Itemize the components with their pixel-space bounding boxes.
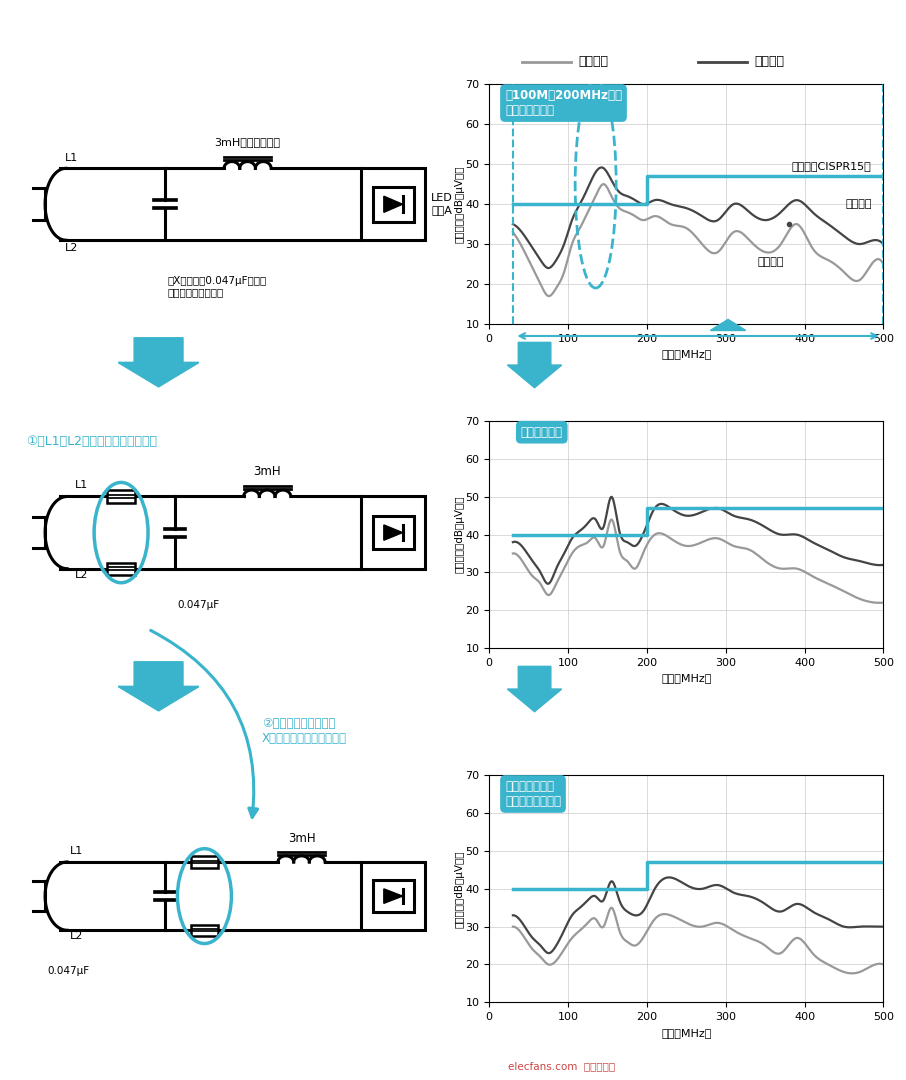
- Polygon shape: [384, 889, 402, 903]
- Text: L1: L1: [64, 152, 78, 163]
- X-axis label: 频率（MHz）: 频率（MHz）: [661, 673, 711, 684]
- Bar: [361, 497, 425, 569]
- Text: 在30M～500MHz
频带产生辐射噪声: 在30M～500MHz 频带产生辐射噪声: [729, 348, 824, 375]
- Polygon shape: [710, 320, 746, 330]
- Bar: [107, 563, 135, 575]
- Text: 在100M～200MHz频带
大幅超过规定值: 在100M～200MHz频带 大幅超过规定值: [505, 89, 622, 117]
- Text: L2: L2: [64, 243, 78, 253]
- Bar: [190, 924, 218, 936]
- Text: L1: L1: [75, 480, 89, 489]
- Text: 3mH: 3mH: [288, 832, 315, 845]
- Text: 将X电容器（0.047μF）配置
在差模扼流圈的外侧: 将X电容器（0.047μF）配置 在差模扼流圈的外侧: [168, 275, 267, 297]
- Text: 一次电源侧（整流前）的等效电路: 一次电源侧（整流前）的等效电路: [151, 16, 288, 31]
- FancyArrow shape: [507, 666, 562, 712]
- Text: L2: L2: [75, 569, 89, 580]
- Text: 0.047μF: 0.047μF: [47, 967, 90, 976]
- Text: 0.047μF: 0.047μF: [178, 600, 219, 610]
- Text: 对策2: 对策2: [28, 838, 56, 853]
- Text: ②将铁氧体片式磁珠由
X电容器的外侧移动到内侧: ②将铁氧体片式磁珠由 X电容器的外侧移动到内侧: [262, 717, 347, 745]
- Text: 水平成分: 水平成分: [755, 55, 785, 68]
- Text: 垂直成分: 垂直成分: [757, 257, 784, 267]
- X-axis label: 频率（MHz）: 频率（MHz）: [661, 1027, 711, 1038]
- Text: 对策1: 对策1: [28, 441, 56, 456]
- FancyArrow shape: [507, 342, 562, 388]
- Bar: [372, 516, 414, 550]
- Text: ①在L1和L2中追加铁氧体片式磁珠: ①在L1和L2中追加铁氧体片式磁珠: [26, 435, 158, 448]
- FancyArrow shape: [118, 662, 199, 711]
- Text: 水平成分: 水平成分: [845, 199, 872, 210]
- Text: 对策前: 对策前: [28, 86, 54, 102]
- Text: 规定值（CISPR15）: 规定值（CISPR15）: [792, 161, 872, 171]
- FancyArrow shape: [118, 338, 199, 387]
- Y-axis label: 噪声水平（dB（μV））: 噪声水平（dB（μV））: [454, 496, 464, 573]
- Bar: [372, 187, 414, 222]
- Text: LED
灯泡A: LED 灯泡A: [431, 193, 453, 215]
- Text: L1: L1: [71, 846, 83, 855]
- Text: 垂直成分: 垂直成分: [578, 55, 608, 68]
- X-axis label: 频率（MHz）: 频率（MHz）: [661, 349, 711, 360]
- Polygon shape: [384, 525, 402, 540]
- Y-axis label: 噪声水平（dB（μV））: 噪声水平（dB（μV））: [454, 850, 464, 928]
- Text: 辐射噪声减小: 辐射噪声减小: [521, 426, 563, 438]
- Text: L2: L2: [71, 931, 83, 941]
- Text: 3mH: 3mH: [254, 465, 281, 478]
- Bar: [190, 856, 218, 867]
- Bar: [361, 862, 425, 930]
- Y-axis label: 噪声水平（dB（μV））: 噪声水平（dB（μV））: [454, 165, 464, 243]
- Text: 辐射噪声: 辐射噪声: [655, 15, 695, 32]
- Text: 辐射噪声进一步
减小，低于规定值: 辐射噪声进一步 减小，低于规定值: [505, 780, 561, 808]
- Text: 3mH的差模扼流圈: 3mH的差模扼流圈: [215, 137, 281, 147]
- Bar: [361, 168, 425, 240]
- FancyArrowPatch shape: [150, 631, 257, 818]
- Bar: [107, 490, 135, 502]
- Bar: [372, 880, 414, 912]
- Polygon shape: [384, 197, 402, 213]
- Text: elecfans.com  电子发烧友: elecfans.com 电子发烧友: [508, 1061, 615, 1071]
